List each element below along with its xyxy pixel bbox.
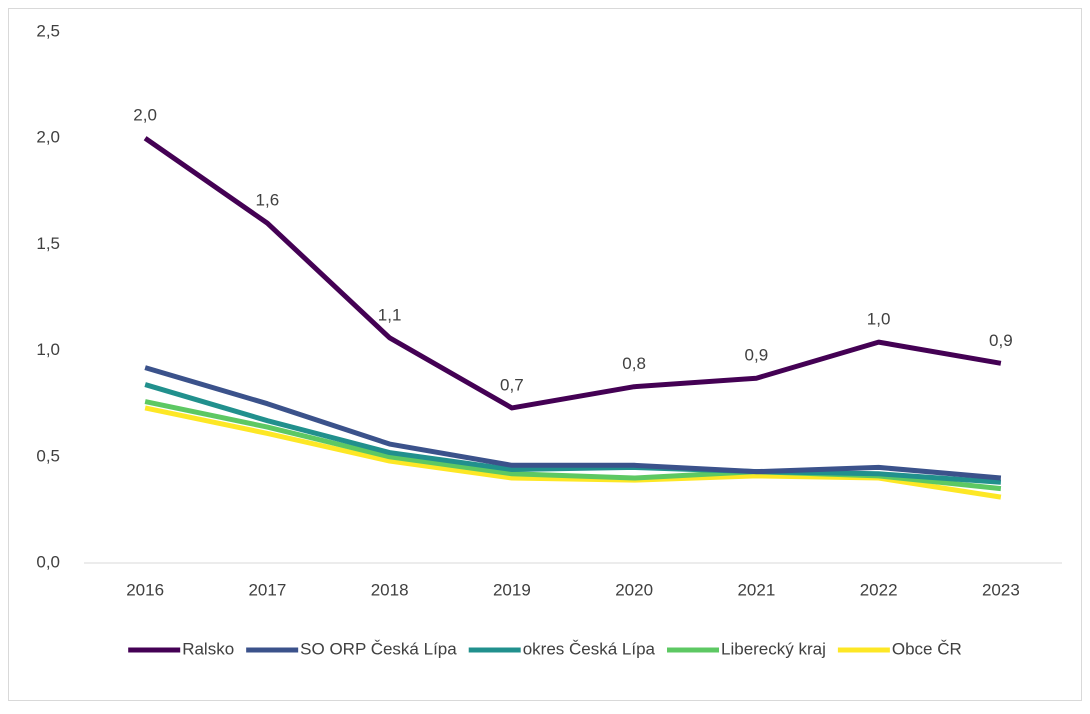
- series-line: [143, 136, 1002, 411]
- y-tick-label: 0,5: [36, 446, 60, 465]
- series-line: [144, 365, 1002, 481]
- x-tick-label: 2020: [615, 580, 653, 599]
- x-tick-label: 2021: [737, 580, 775, 599]
- data-label: 0,9: [989, 331, 1013, 350]
- y-tick-label: 0,0: [36, 552, 60, 571]
- legend-label: Ralsko: [182, 639, 234, 658]
- legend-label: Liberecký kraj: [721, 639, 826, 658]
- y-tick-label: 2,5: [36, 21, 60, 40]
- legend: Ralsko SO ORP Česká Lípa okres Česká Lípa L…: [128, 639, 962, 658]
- data-label: 0,8: [622, 354, 646, 373]
- y-tick-label: 2,0: [36, 128, 60, 147]
- legend-label: Obce ČR: [892, 639, 962, 658]
- legend-label: SO ORP Česká Lípa: [300, 639, 457, 658]
- data-label: 0,9: [745, 346, 769, 365]
- x-tick-label: 2022: [860, 580, 898, 599]
- data-label: 1,0: [867, 310, 891, 329]
- y-tick-label: 1,5: [36, 234, 60, 253]
- x-tick-label: 2018: [371, 580, 409, 599]
- data-label: 1,6: [256, 191, 280, 210]
- data-label: 2,0: [133, 106, 157, 125]
- data-label: 0,7: [500, 375, 524, 394]
- y-tick-label: 1,0: [36, 340, 60, 359]
- x-tick-label: 2017: [248, 580, 286, 599]
- data-label: 1,1: [378, 305, 402, 324]
- x-tick-label: 2023: [982, 580, 1020, 599]
- chart-frame: [8, 8, 1082, 701]
- series-line: [144, 382, 1002, 485]
- x-tick-label: 2019: [493, 580, 531, 599]
- legend-label: okres Česká Lípa: [523, 639, 656, 658]
- x-tick-label: 2016: [126, 580, 164, 599]
